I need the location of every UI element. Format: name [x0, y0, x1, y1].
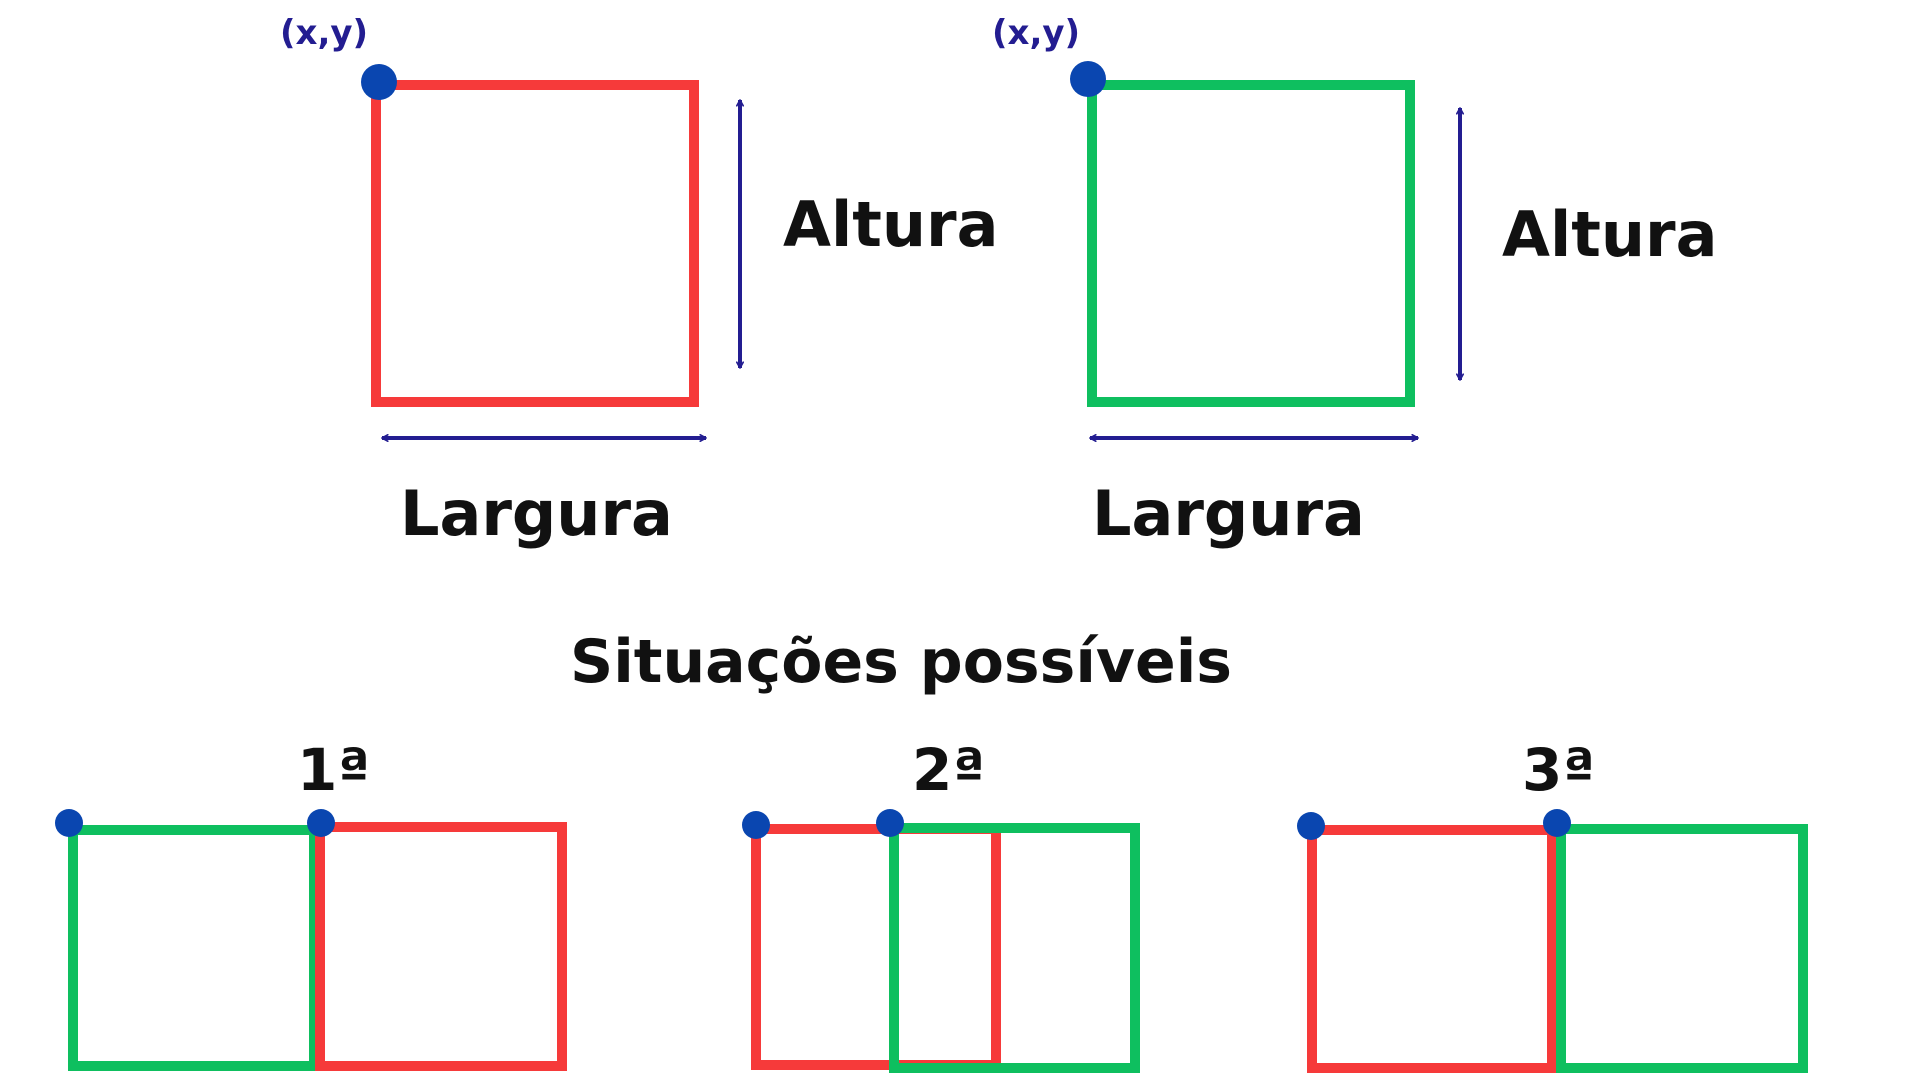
red-rectangle — [1307, 825, 1557, 1073]
origin-point-marker — [1070, 61, 1106, 97]
situation-1: 1ª — [55, 736, 567, 1071]
situation-label: 2ª — [912, 736, 985, 804]
green-rectangle — [1087, 80, 1415, 407]
situation-label: 1ª — [297, 736, 370, 804]
height-label: Altura — [1502, 198, 1717, 271]
red-rectangle — [315, 822, 567, 1071]
green-rectangle — [1556, 824, 1808, 1073]
height-label: Altura — [783, 188, 998, 261]
situation-3: 3ª — [1297, 736, 1808, 1073]
red-rectangle — [751, 824, 1001, 1070]
section-title: Situações possíveis — [570, 627, 1232, 697]
red-origin-point — [307, 809, 335, 837]
green-rectangle — [889, 823, 1140, 1073]
red-origin-point — [742, 811, 770, 839]
green-origin-point — [1543, 809, 1571, 837]
coordinate-label: (x,y) — [280, 13, 368, 53]
situation-label: 3ª — [1522, 736, 1595, 804]
width-label: Largura — [400, 477, 673, 550]
situation-2: 2ª — [742, 736, 1140, 1073]
top-left-figure: (x,y) Altura Largura — [280, 13, 998, 550]
top-right-figure: (x,y) Altura Largura — [992, 13, 1717, 550]
origin-point-marker — [361, 64, 397, 100]
green-origin-point — [55, 809, 83, 837]
green-origin-point — [876, 809, 904, 837]
red-origin-point — [1297, 812, 1325, 840]
red-rectangle — [371, 80, 699, 407]
width-label: Largura — [1092, 477, 1365, 550]
coordinate-label: (x,y) — [992, 13, 1080, 53]
green-rectangle — [68, 825, 319, 1071]
